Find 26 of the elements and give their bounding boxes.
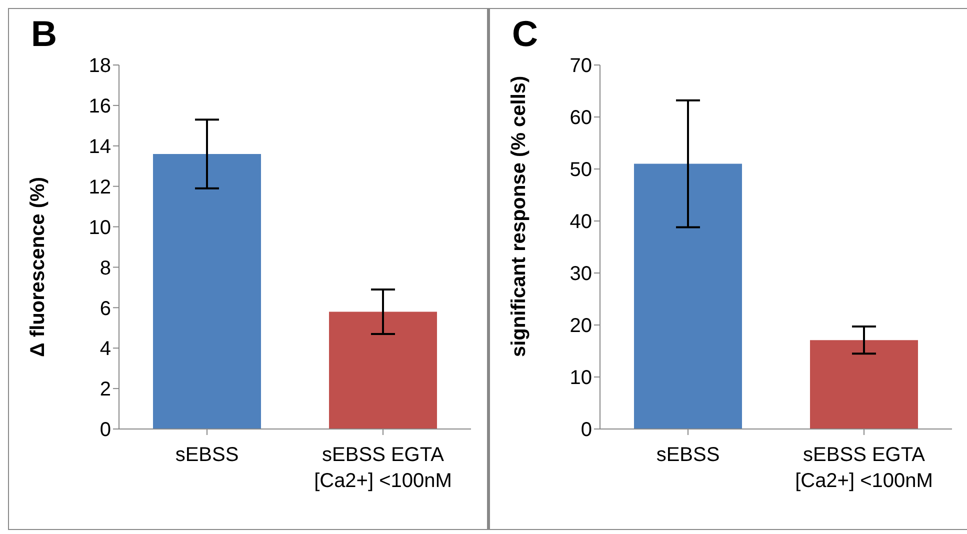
- y-tick-label: 6: [100, 298, 111, 320]
- y-tick-label: 12: [88, 176, 111, 198]
- y-tick-label: 18: [88, 55, 111, 78]
- y-tick-label: 2: [100, 378, 111, 401]
- y-tick-label: 0: [100, 419, 111, 442]
- y-axis-title: significant response (% cells): [508, 76, 530, 357]
- chart-title: C: [512, 13, 538, 55]
- x-tick-label: sEBSS EGTA [Ca2+] <100nM: [314, 444, 452, 492]
- x-tick-label: sEBSS: [656, 444, 720, 466]
- y-tick-label: 10: [570, 367, 592, 390]
- y-tick-label: 14: [88, 136, 111, 158]
- x-tick-label: sEBSS EGTA [Ca2+] <100nM: [795, 444, 933, 492]
- y-tick-label: 70: [570, 55, 592, 78]
- y-tick-label: 60: [570, 107, 592, 130]
- y-tick-label: 50: [570, 159, 592, 182]
- y-tick-label: 10: [88, 216, 111, 239]
- y-tick-label: 4: [100, 338, 111, 360]
- y-tick-label: 8: [100, 257, 111, 280]
- y-tick-label: 30: [570, 263, 592, 286]
- y-tick-label: 16: [88, 96, 111, 118]
- y-tick-label: 0: [580, 419, 592, 442]
- y-tick-label: 20: [570, 315, 592, 338]
- chart-title: B: [31, 13, 57, 55]
- y-axis-title: Δ fluorescence (%): [27, 177, 50, 357]
- x-tick-label: sEBSS: [175, 444, 239, 466]
- y-tick-label: 40: [570, 211, 592, 234]
